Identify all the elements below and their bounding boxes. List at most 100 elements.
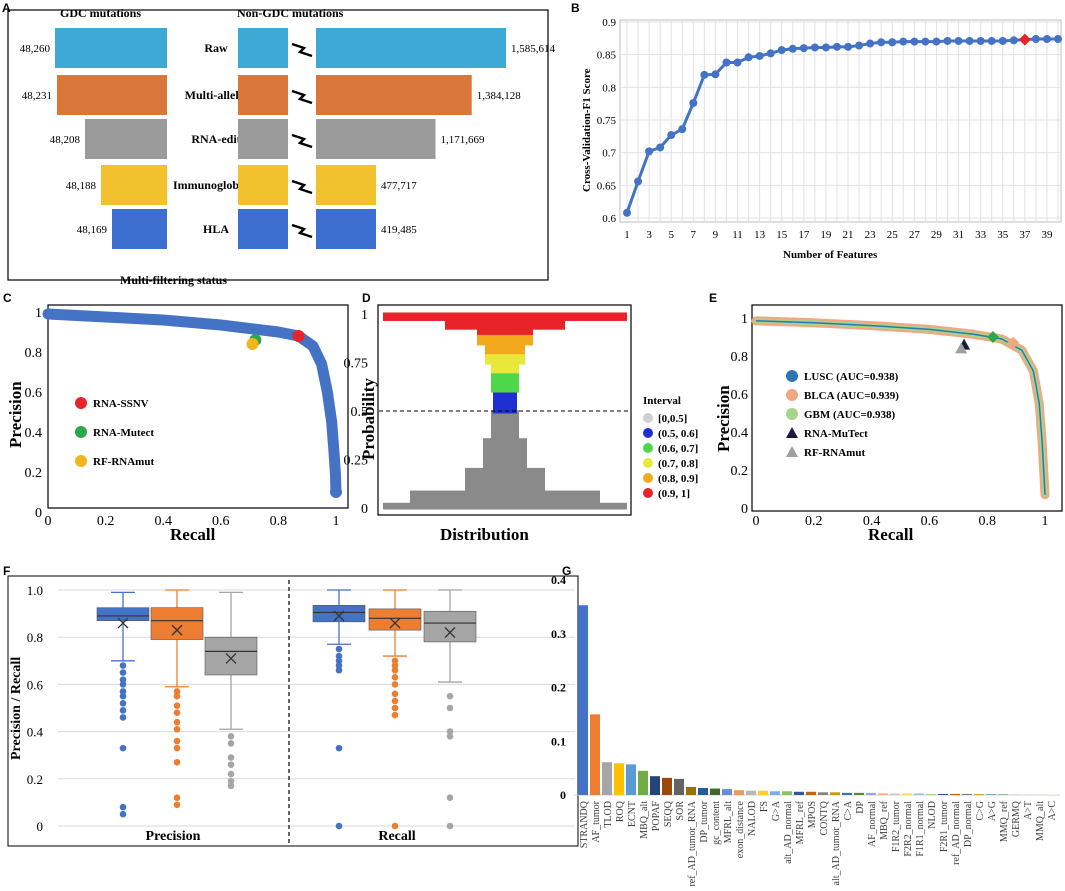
b-point — [634, 177, 643, 186]
d-legend-label: (0.9, 1] — [658, 488, 690, 500]
f-outlier — [119, 707, 127, 714]
g-bar — [938, 793, 948, 795]
e-legend-label: GBM (AUC=0.938) — [804, 409, 896, 421]
non-gdc-bar-3 — [316, 165, 376, 205]
g-bar — [986, 794, 996, 795]
b-xtick: 21 — [843, 229, 854, 241]
g-category-label: MBQ_alt — [639, 801, 650, 839]
e-curve-lusc — [755, 320, 1046, 495]
f-mean — [171, 624, 183, 636]
d-legend-label: (0.6, 0.7] — [658, 443, 698, 455]
b-xtick: 9 — [713, 229, 719, 241]
g-category-label: FS — [759, 801, 770, 812]
g-category-label: TLOD — [603, 801, 614, 828]
f-outlier — [227, 770, 235, 778]
non-gdc-bar-2 — [316, 119, 436, 159]
e-ytick: 0.6 — [731, 388, 749, 403]
g-bar — [722, 789, 732, 795]
non-gdc-stub-3 — [238, 165, 288, 205]
c-curve-end — [330, 486, 342, 498]
c-xlabel: Recall — [170, 525, 216, 544]
g-category-label: DP_tumor — [699, 800, 710, 842]
f-outlier — [391, 822, 399, 830]
b-tick-labels: 0.60.650.70.750.80.850.91 3 5 7 9 11 13 15 17 19 2… — [597, 17, 1053, 241]
panel-d: D 0 0.25 0.5 0.75 1 Interval [0,0.5] (0.5, 0.6… — [344, 291, 699, 544]
f-outlier — [173, 702, 181, 709]
g-bar — [806, 791, 816, 795]
b-line — [625, 37, 1058, 214]
f-ytick: 1.0 — [27, 583, 43, 598]
g-category-label: AF_tumor — [591, 800, 602, 842]
panel-e-plot-area — [751, 304, 1063, 512]
g-bar — [746, 790, 756, 795]
b-point — [821, 43, 830, 52]
f-outlier — [446, 692, 454, 700]
g-bar — [734, 790, 744, 795]
g-category-label: STRANDQ — [579, 800, 590, 848]
b-point — [766, 49, 775, 58]
f-box — [312, 605, 366, 623]
c-ytick: 0.6 — [25, 386, 43, 401]
b-point — [855, 41, 864, 50]
c-point-rf-rnamut — [246, 338, 259, 350]
g-category-label: SOR — [675, 801, 686, 821]
gdc-bar-0 — [55, 28, 167, 68]
g-category-label: ref_AD_tumor_RNA — [687, 800, 698, 886]
f-outlier — [391, 662, 399, 669]
f-outlier — [446, 728, 454, 735]
g-category-label: AF_normal — [867, 801, 878, 847]
d-xlabel: Distribution — [440, 525, 529, 544]
non-gdc-value-4: 419,485 — [381, 224, 417, 236]
g-bar — [758, 790, 768, 795]
d-ylabel: Probability — [359, 378, 378, 460]
g-category-label: MBQ_ref — [879, 800, 890, 840]
stage-label-1: Multi-allelic — [185, 88, 248, 102]
f-box — [423, 610, 477, 643]
g-bar — [710, 788, 720, 795]
d-violin — [379, 312, 630, 510]
g-bar — [998, 794, 1008, 795]
c-ylabel: Precision — [6, 381, 25, 448]
f-outlier — [119, 803, 127, 811]
g-category-label: MFRL_ref — [795, 800, 806, 844]
b-xtick: 7 — [691, 229, 697, 241]
e-xtick: 0 — [753, 514, 760, 529]
panel-g-label: G — [562, 564, 571, 578]
f-ytick: 0 — [37, 819, 44, 834]
f-box — [204, 636, 258, 676]
f-mean — [333, 610, 345, 622]
b-ytick: 0.65 — [597, 180, 617, 192]
f-outlier — [173, 758, 181, 766]
g-category-label: gc_content — [711, 801, 722, 845]
g-ytick: 0.3 — [551, 627, 566, 641]
f-box — [150, 607, 204, 640]
g-category-label: alt_AD_normal — [783, 801, 794, 864]
gdc-header: GDC mutations — [60, 6, 141, 20]
g-category-label: MMQ_alt — [1035, 801, 1046, 841]
g-category-label: alt_AD_tumor_RNA — [831, 800, 842, 885]
f-outlier — [446, 822, 454, 830]
gdc-value-3: 48,188 — [66, 180, 97, 192]
g-category-label: POPAF — [651, 801, 662, 832]
f-ytick: 0.6 — [27, 677, 44, 692]
c-ytick: 0.2 — [25, 466, 43, 481]
g-bar — [842, 792, 852, 795]
d-legend-swatch — [643, 413, 653, 423]
b-point — [744, 53, 753, 62]
non-gdc-stub-0 — [238, 28, 288, 68]
b-point — [987, 36, 996, 45]
f-outlier — [119, 810, 127, 818]
b-xtick: 39 — [1041, 229, 1053, 241]
g-category-label: ROQ — [615, 800, 626, 822]
b-point — [755, 51, 764, 60]
f-outlier — [391, 711, 399, 719]
g-bar — [902, 793, 912, 795]
gdc-bar-4 — [112, 209, 167, 249]
b-point — [1054, 34, 1062, 43]
g-bar — [614, 763, 624, 795]
d-legend-swatch — [643, 458, 653, 468]
c-xtick: 1 — [333, 514, 340, 529]
b-point — [877, 38, 886, 47]
non-gdc-value-1: 1,384,128 — [477, 90, 522, 102]
